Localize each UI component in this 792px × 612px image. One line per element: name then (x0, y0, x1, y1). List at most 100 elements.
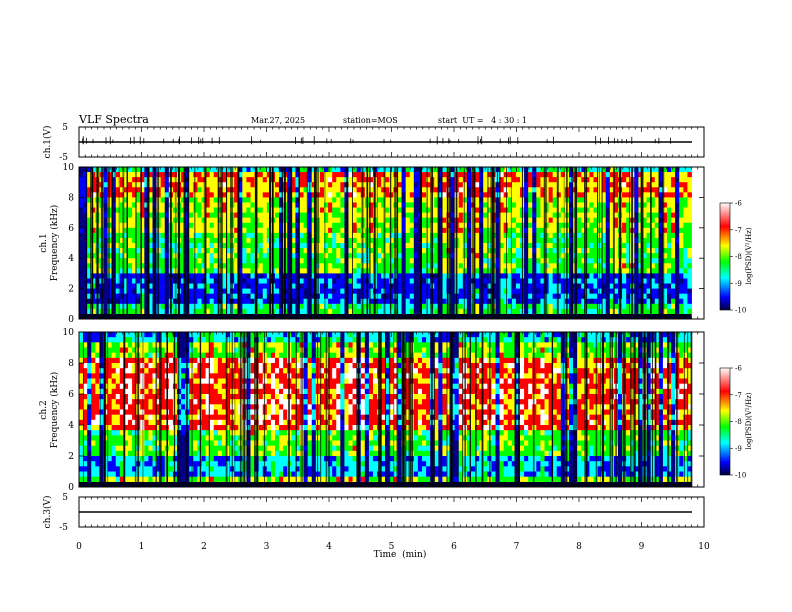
spectrogram-cell (160, 268, 166, 274)
spectrogram-cell (438, 248, 443, 254)
spectrogram-cell (217, 243, 223, 249)
spectrogram-cell (242, 243, 247, 249)
spectrogram-cell (422, 248, 427, 254)
spectrogram-cell (381, 222, 386, 229)
spectrogram-cell (560, 202, 566, 208)
spectrogram-cell (123, 263, 129, 269)
spectrogram-cell (581, 278, 586, 284)
spectrogram-cell (332, 182, 337, 188)
spectrogram-cell (675, 177, 680, 183)
spectrogram-cell (295, 278, 300, 284)
spectrogram-cell (536, 263, 541, 269)
spectrogram-cell (401, 298, 407, 305)
spectrogram-cell (279, 288, 284, 295)
spectrogram-cell (658, 278, 664, 284)
spectrogram-cell (442, 172, 447, 178)
spectrogram-cell (79, 399, 84, 405)
spectrogram-cell (671, 197, 676, 203)
spectrogram-cell (613, 288, 619, 295)
spectrogram-cell (328, 182, 333, 188)
spectrogram-cell (95, 450, 100, 457)
spectrogram-cell (262, 177, 268, 183)
spectrogram-cell (91, 222, 96, 229)
spectrogram-cell (597, 167, 603, 173)
spectrogram-cell (409, 227, 415, 234)
spectrogram-cell (226, 217, 231, 224)
spectrogram-cell (279, 293, 284, 300)
spectrogram-cell (136, 308, 141, 315)
spectrogram-cell (332, 253, 337, 259)
spectrogram-cell (442, 293, 447, 300)
spectrogram-cell (536, 303, 541, 310)
spectrogram-cell (205, 278, 211, 284)
spectrogram-cell (683, 278, 688, 284)
spectrogram-cell (87, 258, 92, 264)
spectrogram-cell (687, 207, 692, 213)
spectrogram-cell (87, 273, 92, 279)
spectrogram-cell (401, 283, 407, 289)
spectrogram-cell (83, 172, 88, 178)
spectrogram-cell (458, 172, 464, 178)
spectrogram-cell (507, 197, 513, 203)
spectrogram-streak (346, 167, 349, 319)
spectrogram-cell (340, 283, 345, 289)
spectrogram-cell (123, 258, 129, 264)
spectrogram-cell (91, 232, 96, 239)
spectrogram-cell (381, 232, 386, 239)
spectrogram-cell (499, 293, 505, 300)
spectrogram-cell (132, 222, 137, 229)
spectrogram-cell (585, 308, 590, 315)
spectrogram-cell (262, 172, 268, 178)
spectrogram-cell (144, 243, 149, 249)
spectrogram-cell (675, 273, 680, 279)
spectrogram-cell (115, 212, 121, 219)
spectrogram-cell (295, 202, 300, 208)
spectrogram-streak (177, 167, 181, 319)
spectrogram-cell (622, 232, 627, 239)
spectrogram-cell (128, 248, 133, 254)
spectrogram-cell (405, 232, 411, 239)
spectrogram-cell (140, 207, 145, 213)
spectrogram-cell (511, 167, 517, 173)
spectrogram-cell (634, 253, 639, 259)
spectrogram-cell (577, 258, 582, 264)
spectrogram-cell (642, 258, 647, 264)
spectrogram-cell (79, 409, 84, 416)
spectrogram-cell (160, 253, 166, 259)
spectrogram-cell (213, 167, 219, 173)
spectrogram-cell (434, 177, 439, 183)
spectrogram-cell (462, 212, 468, 219)
spectrogram-cell (524, 217, 529, 224)
spectrogram-cell (328, 232, 333, 239)
spectrogram-streak (157, 167, 160, 319)
spectrogram-cell (144, 273, 149, 279)
spectrogram-cell (642, 263, 647, 269)
spectrogram-cell (499, 192, 505, 198)
spectrogram-cell (605, 303, 611, 310)
spectrogram-cell (687, 177, 692, 183)
spectrogram-cell (397, 273, 402, 279)
spectrogram-cell (201, 202, 206, 208)
spectrogram-cell (589, 303, 594, 310)
spectrogram-cell (377, 197, 382, 203)
spectrogram-cell (446, 237, 451, 244)
spectrogram-cell (434, 283, 439, 289)
spectrogram-cell (462, 207, 468, 213)
spectrogram-cell (79, 283, 84, 289)
spectrogram-cell (458, 273, 464, 279)
spectrogram-cell (217, 187, 223, 193)
spectrogram-cell (507, 177, 513, 183)
spectrogram-cell (675, 227, 680, 234)
spectrogram-cell (475, 308, 480, 315)
ch1-ytick-bottom: -5 (59, 153, 68, 163)
spectrogram-cell (107, 352, 113, 359)
spectrogram-cell (287, 207, 292, 213)
spectrogram-cell (291, 258, 296, 264)
spectrogram-cell (262, 237, 268, 244)
spectrogram-streak (114, 167, 116, 319)
spectrogram-cell (348, 197, 353, 203)
spectrogram-cell (671, 243, 676, 249)
spectrogram-cell (446, 227, 451, 234)
spectrogram-cell (324, 308, 329, 315)
spectrogram-cell (605, 227, 611, 234)
